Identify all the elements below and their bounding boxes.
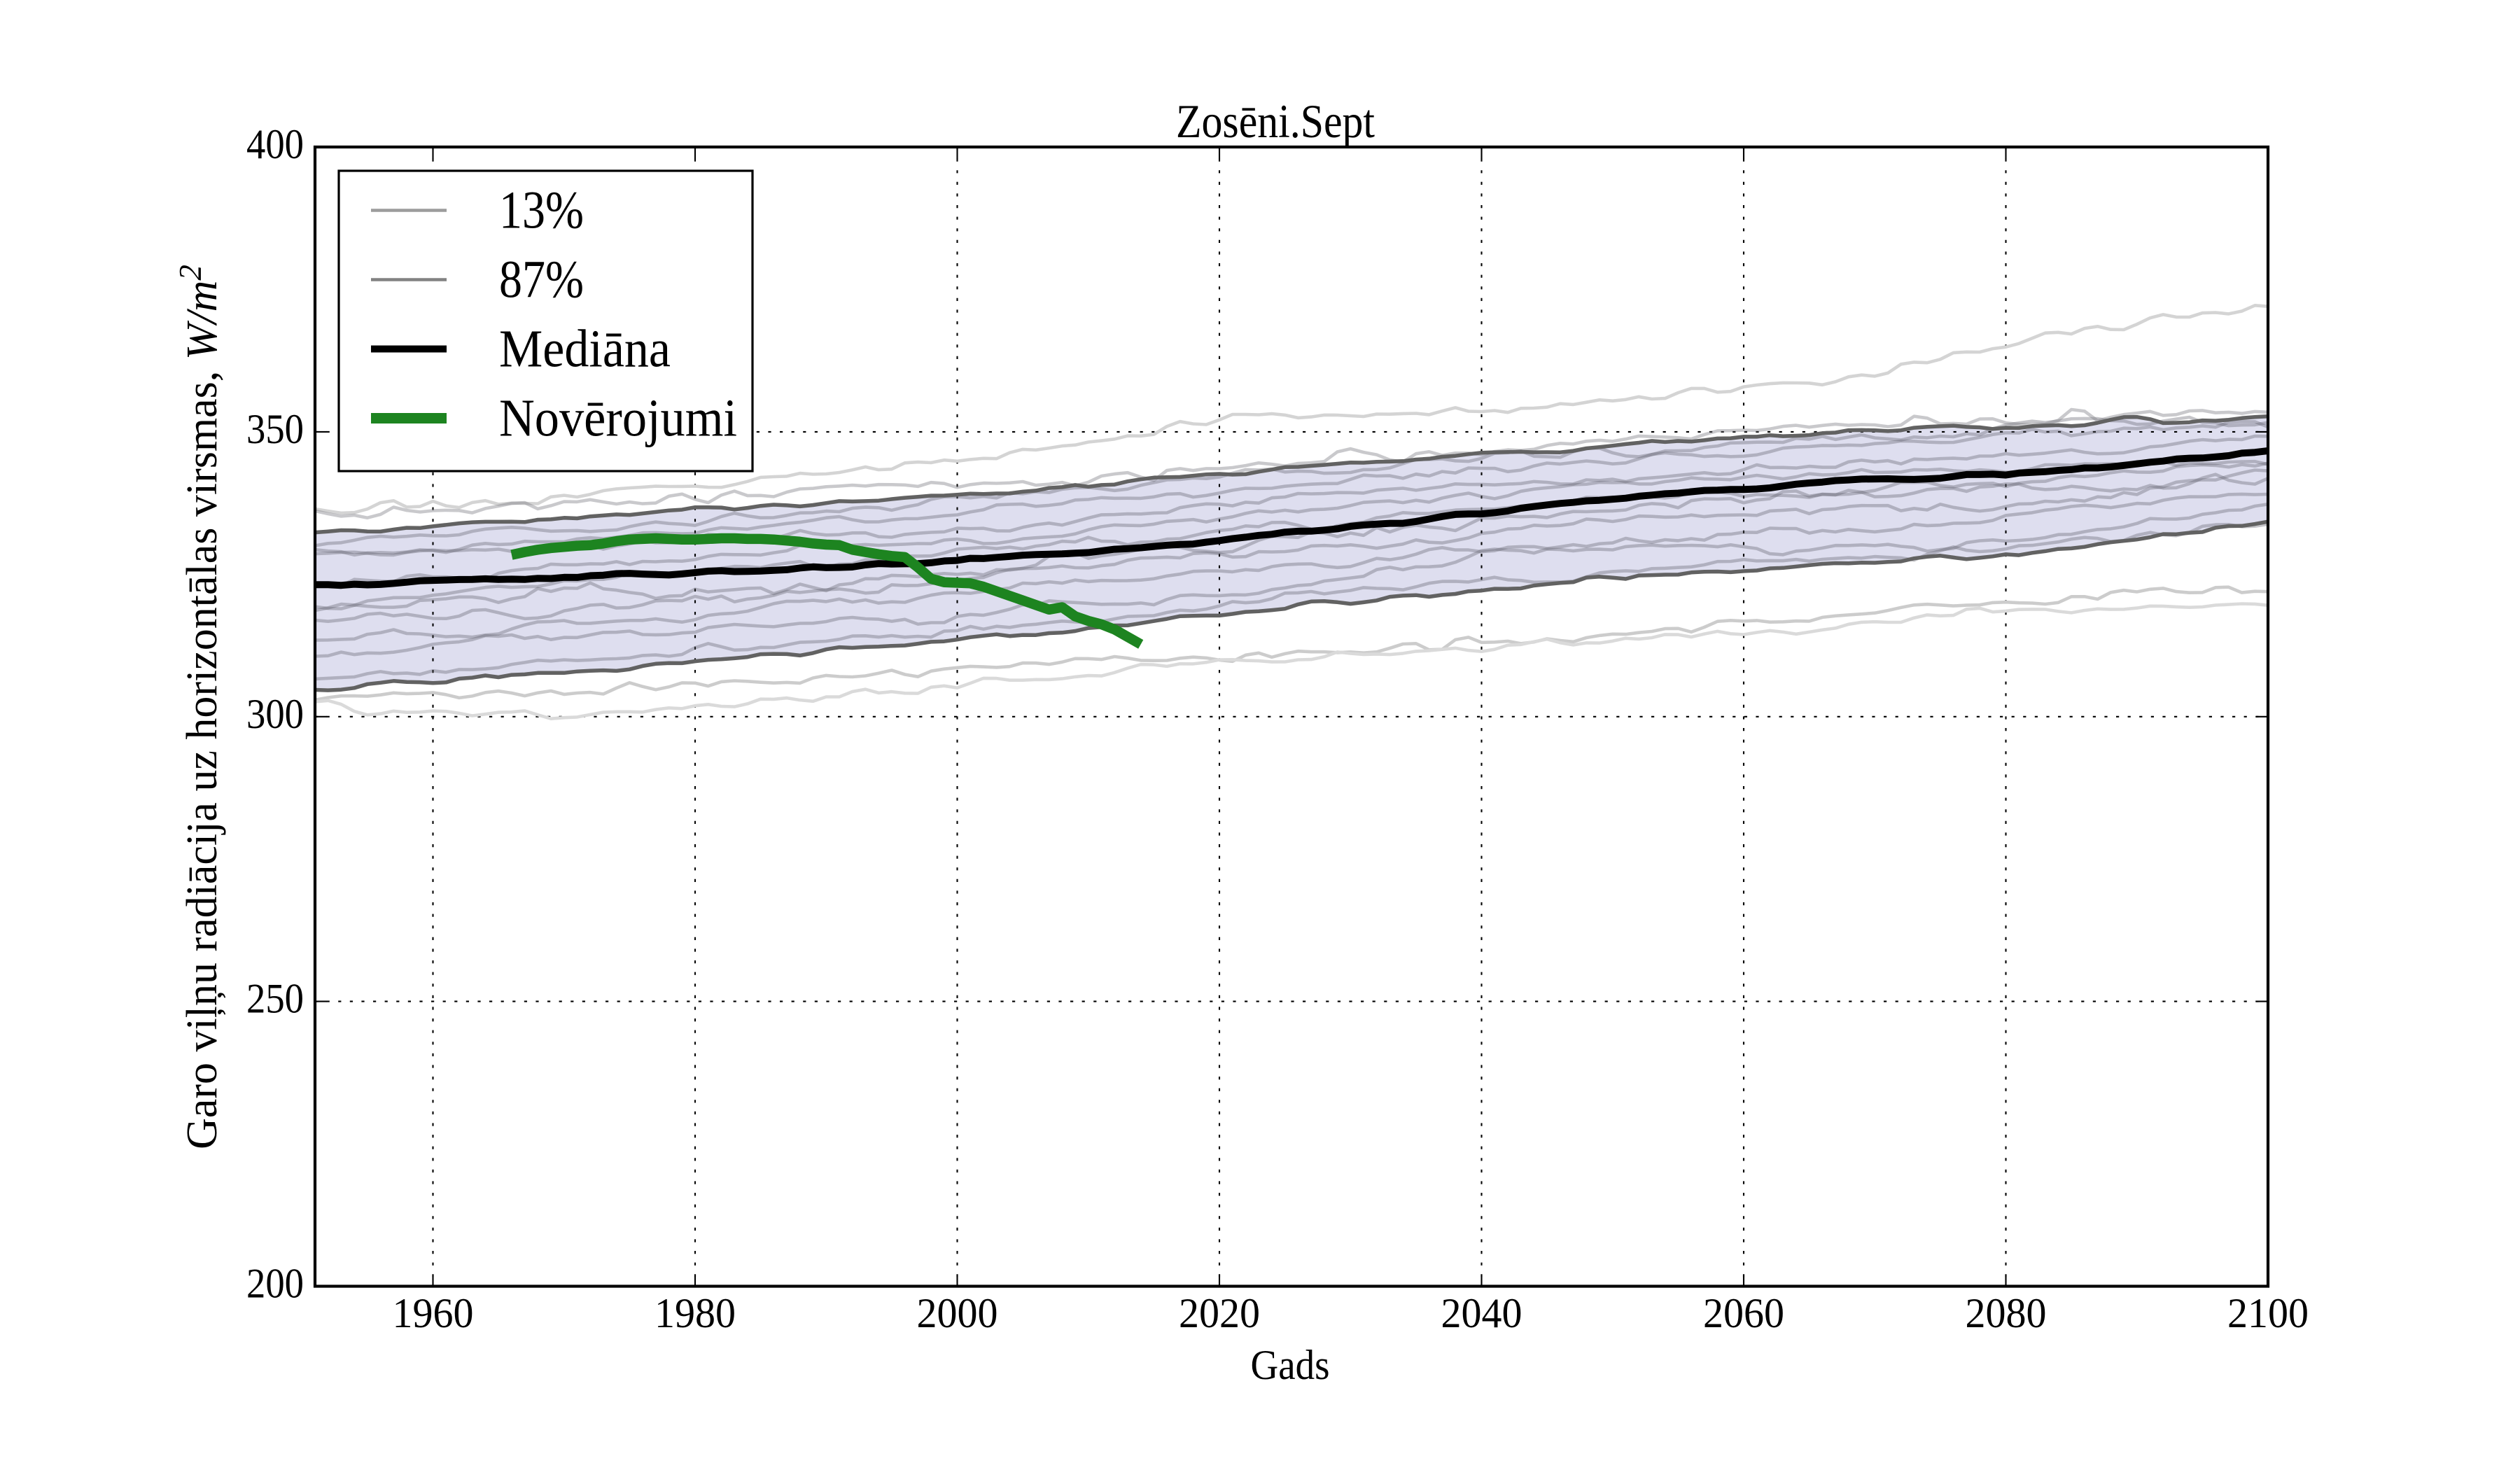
svg-text:2080: 2080 <box>1966 1290 2047 1336</box>
svg-text:400: 400 <box>246 121 304 167</box>
svg-text:1960: 1960 <box>393 1290 474 1336</box>
svg-text:Garo viļņu radiācija uz horizo: Garo viļņu radiācija uz horizontālas vir… <box>173 265 226 1149</box>
svg-text:2060: 2060 <box>1703 1290 1784 1336</box>
svg-text:13%: 13% <box>499 181 584 240</box>
svg-text:250: 250 <box>246 976 304 1022</box>
svg-text:1980: 1980 <box>654 1290 736 1336</box>
svg-text:Zosēni.Sept: Zosēni.Sept <box>1176 94 1375 148</box>
svg-text:350: 350 <box>246 406 304 452</box>
svg-text:2000: 2000 <box>917 1290 998 1336</box>
svg-text:87%: 87% <box>499 251 584 309</box>
svg-text:2100: 2100 <box>2227 1290 2309 1336</box>
svg-text:Novērojumi: Novērojumi <box>499 389 737 448</box>
svg-text:2020: 2020 <box>1179 1290 1260 1336</box>
svg-text:Mediāna: Mediāna <box>499 320 671 379</box>
svg-text:Gads: Gads <box>1251 1342 1330 1388</box>
svg-text:2040: 2040 <box>1441 1290 1522 1336</box>
svg-text:300: 300 <box>246 691 304 737</box>
svg-text:200: 200 <box>246 1261 304 1307</box>
